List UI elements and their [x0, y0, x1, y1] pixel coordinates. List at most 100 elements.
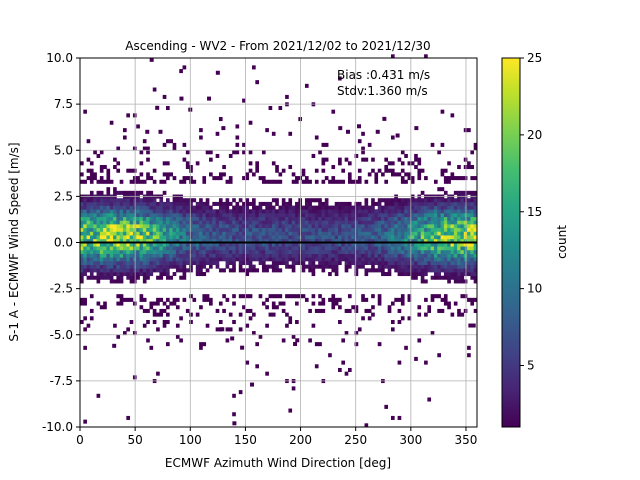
heatmap-cell	[295, 231, 299, 236]
heatmap-cell	[218, 242, 223, 247]
heatmap-cell	[205, 246, 210, 251]
heatmap-cell	[129, 268, 134, 273]
heatmap-cell	[245, 198, 250, 203]
heatmap-cell	[347, 172, 352, 177]
heatmap-cell	[424, 246, 428, 251]
heatmap-cell	[156, 235, 160, 240]
heatmap-cell	[80, 238, 84, 243]
heatmap-cell	[407, 176, 412, 181]
heatmap-cell	[129, 297, 134, 302]
heatmap-cell	[159, 249, 164, 254]
heatmap-cell	[371, 168, 375, 173]
heatmap-cell	[123, 135, 127, 140]
heatmap-cell	[159, 235, 164, 240]
heatmap-cell	[149, 201, 154, 206]
heatmap-cell	[384, 231, 389, 236]
heatmap-cell	[142, 275, 147, 280]
heatmap-cell	[295, 235, 299, 240]
outlier-cell	[414, 126, 419, 131]
heatmap-cell	[238, 209, 243, 214]
heatmap-cell	[126, 297, 130, 302]
heatmap-cell	[123, 209, 127, 214]
heatmap-cell	[235, 242, 240, 247]
heatmap-cell	[80, 216, 84, 221]
heatmap-cell	[89, 242, 94, 247]
heatmap-cell	[93, 235, 97, 240]
heatmap-cell	[119, 231, 124, 236]
heatmap-cell	[371, 238, 375, 243]
heatmap-cell	[347, 294, 352, 299]
heatmap-cell	[99, 268, 104, 273]
heatmap-cell	[235, 238, 240, 243]
heatmap-cell	[83, 268, 87, 273]
outlier-cell	[375, 129, 380, 134]
heatmap-cell	[265, 231, 269, 236]
heatmap-cell	[371, 198, 375, 203]
heatmap-cell	[209, 157, 213, 162]
heatmap-cell	[437, 227, 441, 232]
heatmap-cell	[450, 227, 455, 232]
heatmap-cell	[430, 235, 435, 240]
heatmap-cell	[450, 172, 455, 177]
heatmap-cell	[460, 264, 465, 269]
heatmap-cell	[113, 242, 117, 247]
heatmap-cell	[473, 297, 478, 302]
heatmap-cell	[271, 235, 276, 240]
heatmap-cell	[96, 260, 101, 265]
heatmap-cell	[443, 297, 448, 302]
heatmap-cell	[275, 227, 279, 232]
heatmap-cell	[119, 249, 124, 254]
heatmap-cell	[407, 224, 412, 229]
heatmap-cell	[99, 220, 104, 225]
heatmap-cell	[189, 319, 193, 325]
heatmap-cell	[126, 168, 130, 173]
heatmap-cell	[212, 216, 216, 221]
heatmap-cell	[156, 212, 160, 218]
heatmap-cell	[182, 157, 187, 162]
heatmap-cell	[377, 227, 382, 232]
heatmap-cell	[410, 272, 415, 277]
heatmap-cell	[281, 253, 286, 258]
heatmap-cell	[228, 235, 233, 240]
heatmap-cell	[357, 176, 362, 181]
heatmap-cell	[109, 264, 114, 269]
outlier-cell	[293, 341, 298, 346]
heatmap-cell	[344, 224, 349, 229]
heatmap-cell	[162, 209, 167, 214]
heatmap-cell	[417, 157, 422, 162]
heatmap-cell	[304, 212, 309, 218]
heatmap-cell	[146, 209, 150, 214]
heatmap-cell	[311, 238, 316, 243]
heatmap-cell	[420, 238, 425, 243]
heatmap-cell	[83, 246, 87, 251]
heatmap-cell	[218, 246, 223, 251]
heatmap-cell	[192, 205, 197, 210]
heatmap-cell	[437, 246, 441, 251]
heatmap-cell	[136, 227, 140, 232]
heatmap-cell	[331, 238, 336, 243]
heatmap-cell	[123, 253, 127, 258]
heatmap-cell	[334, 212, 339, 218]
heatmap-cell	[460, 212, 465, 218]
heatmap-cell	[321, 220, 326, 225]
heatmap-cell	[212, 253, 216, 258]
heatmap-cell	[384, 209, 389, 214]
heatmap-cell	[166, 176, 170, 181]
heatmap-cell	[106, 275, 111, 280]
heatmap-cell	[96, 231, 101, 236]
heatmap-cell	[331, 165, 336, 170]
heatmap-cell	[89, 268, 94, 273]
heatmap-cell	[427, 201, 432, 206]
heatmap-cell	[109, 242, 114, 247]
heatmap-cell	[285, 257, 289, 262]
heatmap-cell	[248, 260, 253, 265]
heatmap-cell	[321, 264, 326, 269]
heatmap-cell	[390, 216, 395, 221]
heatmap-cell	[324, 257, 329, 262]
heatmap-cell	[301, 246, 306, 251]
heatmap-cell	[427, 220, 432, 225]
heatmap-cell	[347, 242, 352, 247]
heatmap-cell	[139, 212, 144, 218]
heatmap-cell	[281, 205, 286, 210]
heatmap-cell	[159, 227, 164, 232]
